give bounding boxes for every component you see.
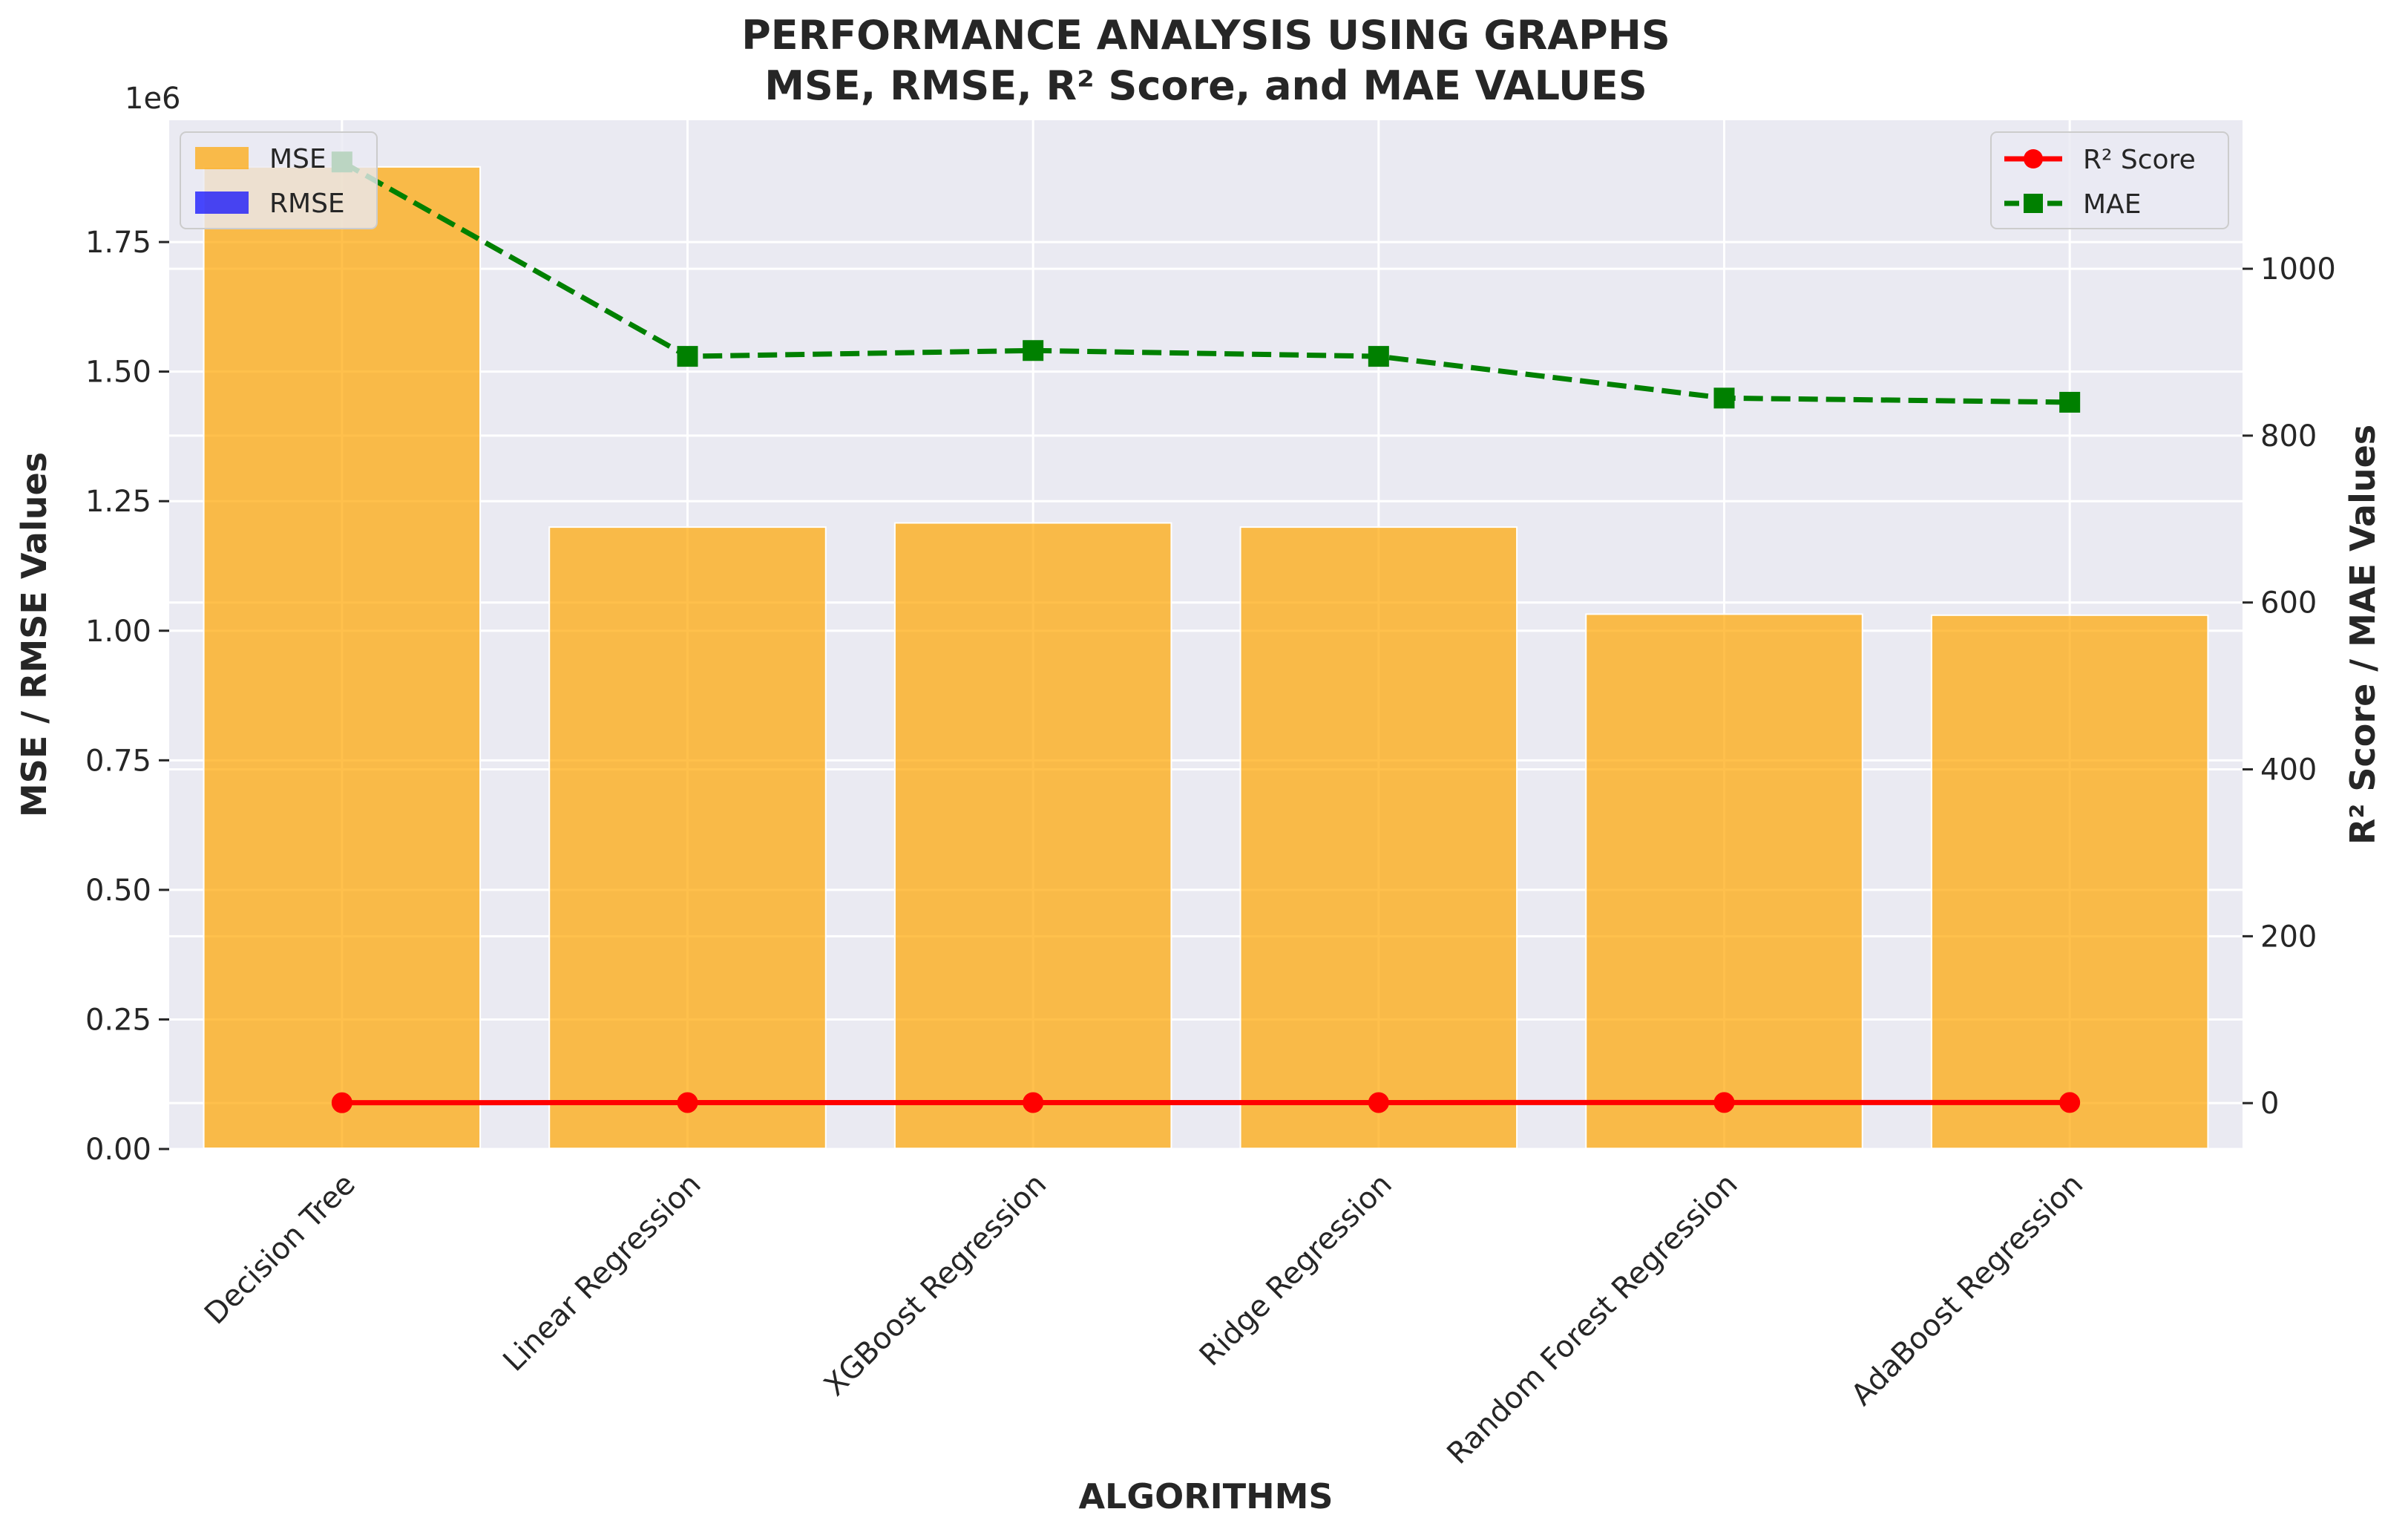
legend-label: R² Score xyxy=(2083,145,2196,175)
right-axis-label: R² Score / MAE Values xyxy=(2343,425,2383,845)
bar-mse xyxy=(893,522,1172,1150)
bar-mse xyxy=(1239,526,1518,1150)
bar-rmse xyxy=(1585,1148,1863,1150)
left-tick-label: 1.75 xyxy=(85,226,151,260)
point-marker xyxy=(1023,340,1044,361)
legend-label: MAE xyxy=(2083,189,2141,220)
left-tick-label: 0.25 xyxy=(85,1003,151,1037)
plot-background xyxy=(169,120,2243,1149)
left-axis-label: MSE / RMSE Values xyxy=(14,452,54,817)
legend-label: MSE xyxy=(269,144,327,174)
right-tick-label: 600 xyxy=(2260,586,2317,621)
point-marker xyxy=(1713,387,1735,409)
point-marker xyxy=(1368,1092,1389,1113)
right-tick-label: 400 xyxy=(2260,753,2317,788)
bar-rmse xyxy=(203,1148,482,1150)
legend-marker xyxy=(2024,194,2043,213)
point-marker xyxy=(677,1092,698,1113)
legend-marker xyxy=(2024,149,2043,168)
bar-rmse xyxy=(1239,1148,1518,1150)
bar-mse xyxy=(1930,614,2209,1150)
right-tick-label: 0 xyxy=(2260,1087,2279,1121)
left-tick-label: 1.00 xyxy=(85,615,151,649)
bar-rmse xyxy=(548,1148,827,1150)
x-axis-label: ALGORITHMS xyxy=(1078,1476,1333,1516)
legend-swatch xyxy=(195,147,249,169)
bar-rmse xyxy=(1930,1148,2209,1150)
point-marker xyxy=(677,346,698,367)
point-marker xyxy=(1368,346,1389,367)
point-marker xyxy=(2059,1092,2081,1113)
left-tick-label: 0.50 xyxy=(85,874,151,908)
chart-title-line1: PERFORMANCE ANALYSIS USING GRAPHS xyxy=(741,12,1670,59)
point-marker xyxy=(2059,391,2081,413)
bar-mse xyxy=(203,166,482,1150)
left-axis-offset-label: 1e6 xyxy=(125,82,181,116)
chart-title-line2: MSE, RMSE, R² Score, and MAE VALUES xyxy=(764,62,1647,109)
legend-swatch xyxy=(195,192,249,214)
point-marker xyxy=(331,1092,352,1113)
point-marker xyxy=(1023,1092,1044,1113)
left-tick-label: 1.25 xyxy=(85,485,151,519)
right-tick-label: 800 xyxy=(2260,419,2317,454)
bar-rmse xyxy=(893,1148,1172,1150)
right-tick-label: 1000 xyxy=(2260,252,2336,287)
left-tick-label: 0.75 xyxy=(85,744,151,778)
legend-label: RMSE xyxy=(269,189,345,219)
point-marker xyxy=(1713,1092,1735,1113)
bar-mse xyxy=(548,526,827,1150)
series-line xyxy=(341,160,2070,405)
right-tick-label: 200 xyxy=(2260,920,2317,954)
left-tick-label: 1.50 xyxy=(85,356,151,390)
bar-mse xyxy=(1585,613,1863,1150)
left-tick-label: 0.00 xyxy=(85,1133,151,1167)
